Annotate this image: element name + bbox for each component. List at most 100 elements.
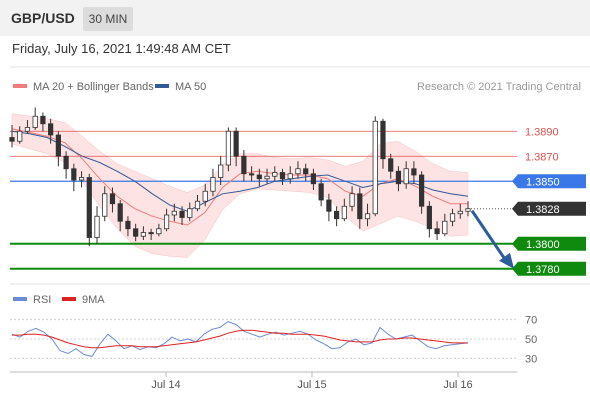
candle [287, 166, 293, 184]
candle [218, 156, 224, 185]
candle-body [310, 173, 317, 185]
support-label: 1.3800 [526, 239, 560, 251]
candle-body [179, 210, 185, 218]
candle-body [86, 177, 92, 238]
candle [272, 166, 278, 182]
candle-body [140, 232, 146, 237]
candle-body [202, 190, 208, 202]
candle [264, 168, 270, 184]
candle-body [380, 120, 386, 160]
ma20-legend-label: MA 20 + Bollinger Bands [33, 81, 154, 93]
candle [171, 203, 177, 222]
rsi-tick-label: 30 [525, 353, 537, 365]
candle [395, 166, 402, 192]
candle [86, 173, 92, 247]
candle-body [9, 137, 15, 142]
candle-body [465, 208, 471, 212]
candle [419, 171, 425, 214]
candle-body [272, 172, 278, 177]
pivot-label-box [512, 174, 586, 189]
candle [163, 208, 170, 232]
rsi-legend-swatch [13, 297, 27, 301]
candle-body [248, 173, 255, 176]
candle-body [256, 174, 262, 180]
support-label-box [512, 236, 586, 251]
moving-averages [11, 128, 469, 226]
last-price-label: 1.3828 [526, 204, 560, 216]
candle-body [388, 158, 394, 172]
candle-body [426, 205, 432, 230]
x-tick-label: Jul 14 [151, 379, 180, 391]
candle [32, 107, 38, 130]
candle-body [449, 213, 456, 222]
candle-body [364, 213, 371, 220]
candlesticks [9, 107, 471, 247]
candle-body [372, 120, 378, 215]
candle-body [194, 200, 201, 210]
candle [303, 163, 309, 182]
bollinger-band-area [11, 113, 469, 258]
candle [318, 178, 324, 207]
candle [140, 226, 146, 240]
candle-body [241, 155, 247, 175]
candle [202, 183, 208, 207]
forecast-arrow [470, 209, 514, 269]
top-bar: GBP/USD 30 MIN [0, 0, 590, 36]
candle [78, 171, 85, 188]
candle-body [24, 127, 31, 132]
candle [156, 223, 162, 237]
candle-body [117, 203, 123, 222]
forecast-arrow-shaft [470, 209, 508, 262]
ma20-line [11, 128, 468, 226]
candle [48, 118, 54, 144]
candle-body [403, 168, 409, 185]
candle-body [434, 228, 440, 235]
candle-body [171, 210, 177, 216]
last-price-box [512, 201, 586, 216]
candle [63, 151, 69, 179]
candle [310, 168, 317, 190]
candle-body [156, 228, 162, 235]
candle-body [125, 220, 131, 230]
candle [326, 193, 332, 222]
candle-body [210, 177, 216, 192]
timeframe-button[interactable]: 30 MIN [83, 7, 133, 31]
candle-body [264, 175, 270, 180]
candle-body [326, 199, 332, 212]
candle-body [279, 172, 286, 180]
candle-body [109, 193, 116, 205]
candle [9, 125, 15, 148]
candle-body [233, 130, 239, 157]
forecast-arrow-head [499, 252, 514, 269]
rsi-tick-label: 70 [525, 315, 537, 327]
x-ticks: Jul 14 Jul 15 Jul 16 [151, 372, 473, 391]
candle [341, 198, 347, 222]
candle-body [349, 193, 355, 207]
candle [434, 221, 440, 240]
candle [233, 127, 239, 167]
candle-body [133, 228, 139, 237]
candle [380, 118, 386, 169]
ma20-legend-swatch [13, 84, 27, 88]
candle [457, 203, 463, 219]
candle-body [457, 210, 463, 215]
candle [125, 216, 131, 237]
candle-body [303, 168, 309, 175]
candle-body [357, 193, 363, 220]
candle [411, 161, 417, 184]
candle [357, 187, 363, 229]
candle-body [395, 170, 402, 185]
research-credit: Research © 2021 Trading Central [417, 81, 581, 93]
candle-body [442, 220, 448, 235]
rsi-line [11, 321, 469, 357]
candle [241, 150, 247, 182]
rsi-panel: 70 50 30 [10, 315, 537, 365]
candle [117, 200, 123, 232]
x-tick-label: Jul 15 [297, 379, 326, 391]
candle [225, 127, 232, 172]
x-tick-label: Jul 16 [443, 379, 472, 391]
bollinger-bands [11, 113, 469, 258]
candle [442, 213, 448, 237]
ma50-legend-label: MA 50 [175, 81, 206, 93]
